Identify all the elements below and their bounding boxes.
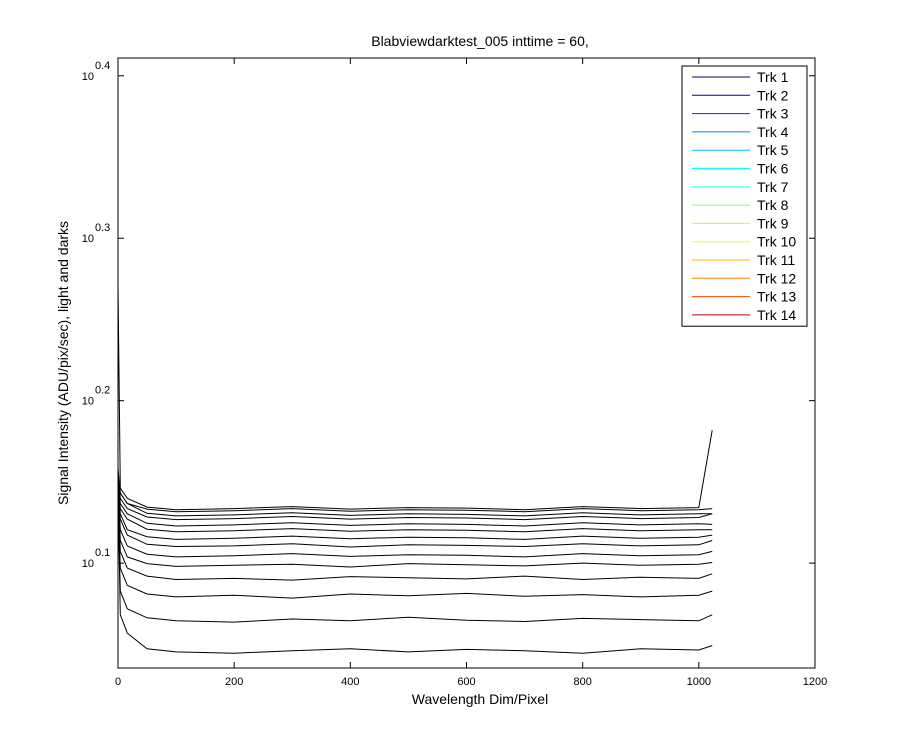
data-line xyxy=(117,488,713,654)
x-tick-label: 1000 xyxy=(687,676,711,688)
legend-label: Trk 3 xyxy=(757,106,789,122)
data-line xyxy=(117,478,713,533)
y-tick-label: 10 xyxy=(82,71,94,83)
data-line xyxy=(117,473,713,527)
legend-label: Trk 13 xyxy=(757,289,796,305)
legend-label: Trk 2 xyxy=(757,87,789,103)
data-line xyxy=(117,478,713,548)
data-line xyxy=(117,498,713,623)
legend-label: Trk 7 xyxy=(757,179,789,195)
legend-label: Trk 6 xyxy=(757,161,789,177)
data-line xyxy=(117,473,713,517)
legend-label: Trk 5 xyxy=(757,142,789,158)
legend-box xyxy=(681,65,808,327)
x-tick-label: 1200 xyxy=(803,676,827,688)
x-axis-label: Wavelength Dim/Pixel xyxy=(412,691,548,707)
legend-label: Trk 8 xyxy=(757,197,789,213)
data-line xyxy=(117,483,713,558)
data-line xyxy=(117,488,713,581)
legend-label: Trk 1 xyxy=(757,69,789,85)
data-line xyxy=(117,478,713,540)
x-tick-label: 200 xyxy=(225,676,243,688)
x-tick-label: 400 xyxy=(341,676,359,688)
x-tick-label: 800 xyxy=(573,676,591,688)
data-line xyxy=(117,493,713,599)
y-tick-exponent: 0.2 xyxy=(95,385,110,397)
data-line xyxy=(117,473,713,521)
legend-label: Trk 4 xyxy=(757,124,789,140)
y-axis-label: Signal Intensity (ADU/pix/sec), light an… xyxy=(55,221,71,505)
y-tick-exponent: 0.3 xyxy=(95,222,110,234)
y-tick-label: 10 xyxy=(82,233,94,245)
data-line xyxy=(117,483,713,568)
legend-label: Trk 12 xyxy=(757,270,796,286)
y-tick-exponent: 0.4 xyxy=(95,60,110,72)
data-line xyxy=(117,468,713,513)
x-tick-label: 0 xyxy=(115,676,121,688)
chart-title: Blabviewdarktest_005 inttime = 60, xyxy=(371,33,589,49)
legend-label: Trk 9 xyxy=(757,215,789,231)
legend-label: Trk 11 xyxy=(757,252,795,268)
y-tick-exponent: 0.1 xyxy=(95,547,110,559)
data-line xyxy=(117,283,713,511)
legend-label: Trk 10 xyxy=(757,234,796,250)
x-tick-label: 600 xyxy=(457,676,475,688)
y-tick-label: 10 xyxy=(82,396,94,408)
y-tick-label: 10 xyxy=(82,558,94,570)
legend-label: Trk 14 xyxy=(757,307,796,323)
